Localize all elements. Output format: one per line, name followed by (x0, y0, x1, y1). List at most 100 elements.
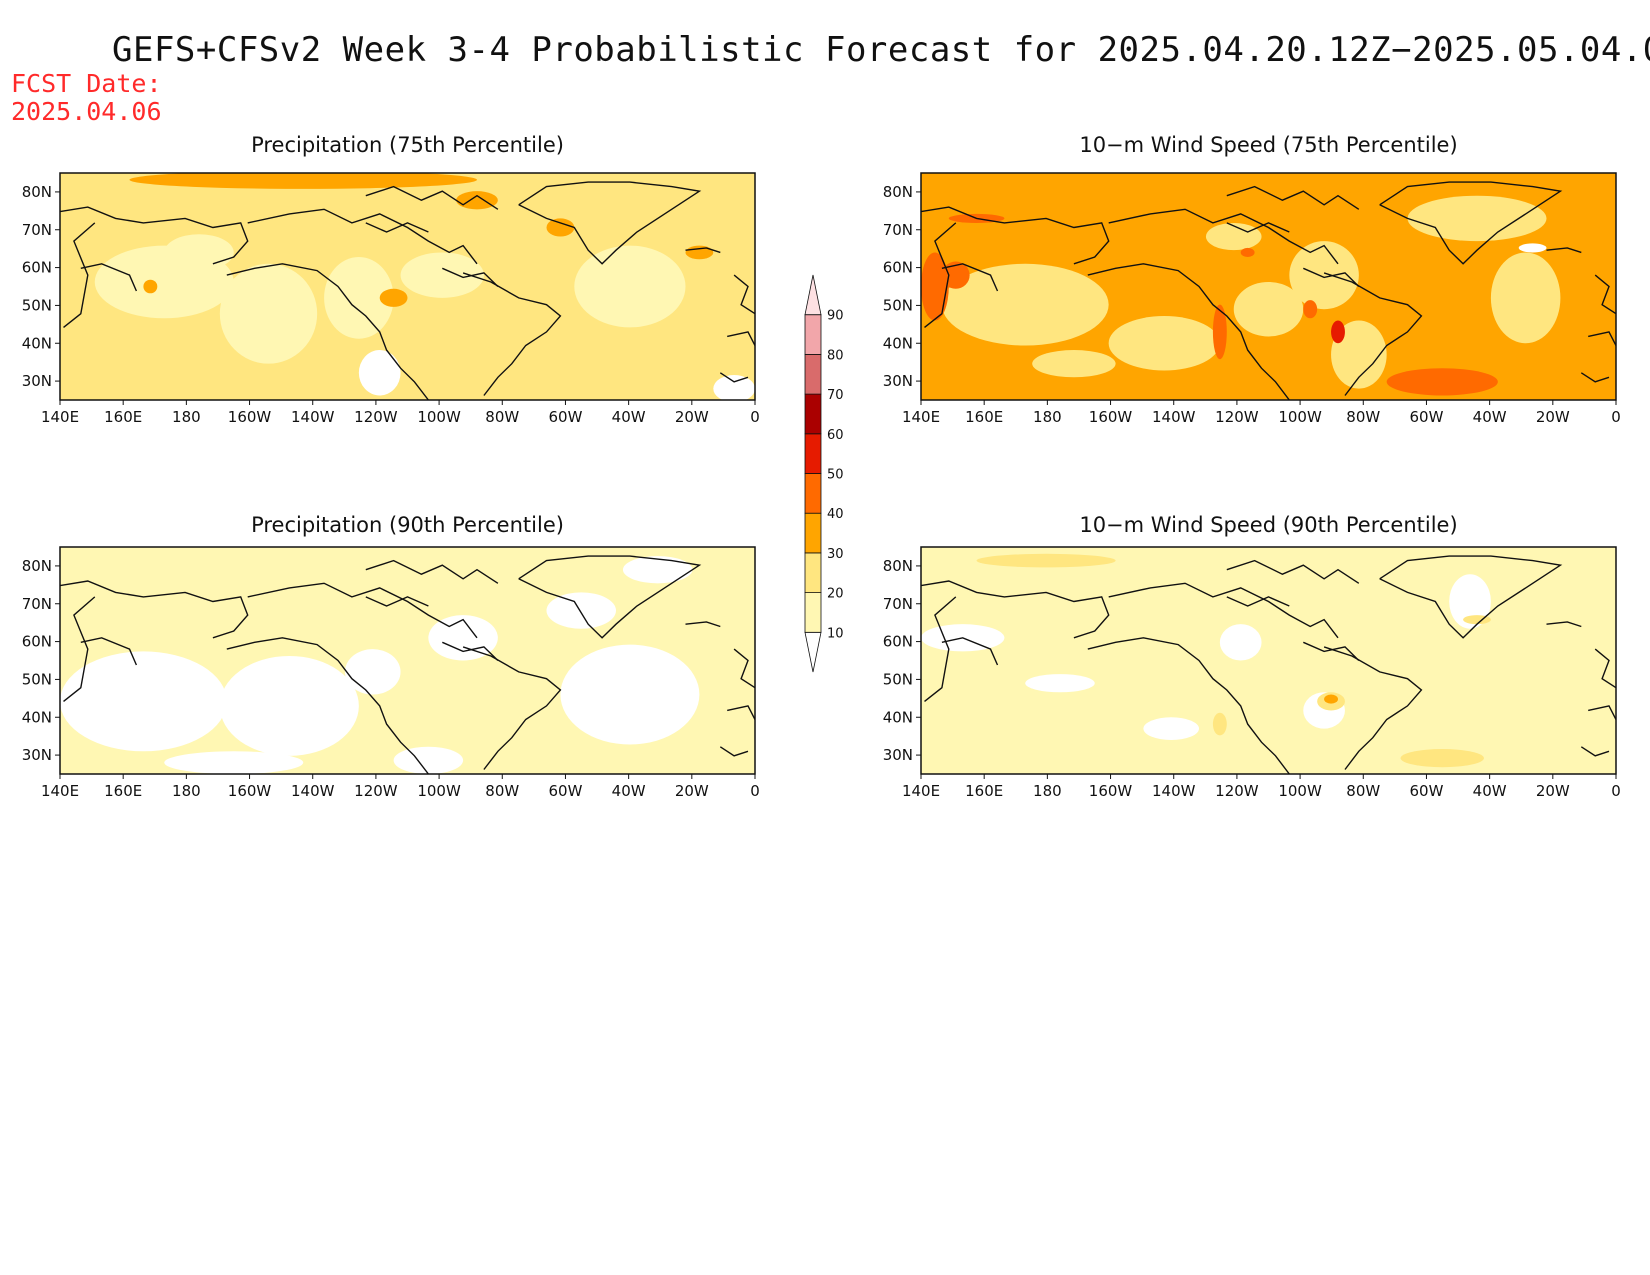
coastline-segment (1594, 274, 1616, 315)
probability-field (921, 547, 1616, 774)
coastline-segment (1087, 263, 1290, 400)
coastline (921, 555, 1616, 774)
colorbar-swatch (804, 592, 822, 633)
contour-shade (1449, 574, 1491, 629)
y-tick-label: 70N (22, 595, 52, 613)
y-tick-label: 40N (883, 708, 913, 726)
coastline-segment (1546, 247, 1582, 254)
colorbar-swatch (804, 393, 822, 435)
x-tick-label: 120W (354, 408, 398, 426)
contour-shade (622, 556, 693, 584)
contour-shade (546, 218, 575, 237)
x-tick-label: 160W (228, 782, 272, 800)
contour-shade (219, 655, 359, 756)
y-tick-label: 50N (883, 670, 913, 688)
coastline-segment (80, 263, 138, 292)
x-tick-label: 0 (1611, 408, 1621, 426)
coastline-segment (518, 181, 702, 265)
y-tick-label: 60N (883, 633, 913, 651)
coastline-segment (1226, 596, 1290, 607)
map-panel: 10−m Wind Speed (75th Percentile) 140E 160… (883, 133, 1621, 426)
panel-title: Precipitation (75th Percentile) (251, 133, 564, 157)
x-tick-label: 140W (1152, 408, 1196, 426)
x-tick-label: 180 (1033, 408, 1062, 426)
x-tick-label: 160E (104, 782, 142, 800)
contour-shade (1143, 717, 1199, 740)
contour-shade (921, 252, 949, 321)
map-frame (920, 172, 1617, 401)
figure-title: GEFS+CFSv2 Week 3-4 Probabilistic Foreca… (112, 30, 1650, 70)
x-tick-label: 20W (1536, 782, 1570, 800)
x-tick-label: 20W (675, 782, 709, 800)
coastline-segment (719, 372, 749, 383)
contour-shade (219, 263, 318, 364)
y-tick-label: 30N (22, 746, 52, 764)
coastline-segment (921, 580, 1110, 639)
contour-shade (1331, 320, 1345, 344)
coastline-segment (226, 263, 429, 400)
colorbar-label: 20 (827, 587, 844, 602)
colorbar-label: 60 (827, 428, 844, 443)
coastline-segment (1108, 208, 1339, 265)
x-tick-label: 80W (485, 782, 519, 800)
y-tick-label: 30N (22, 372, 52, 390)
contour-shade (379, 288, 408, 307)
field-background (921, 547, 1616, 774)
y-tick-label: 70N (22, 221, 52, 239)
colorbar: 10 20 30 40 50 60 70 80 90 (804, 274, 844, 673)
coastline (921, 181, 1616, 400)
contour-shade (400, 252, 484, 298)
x-tick-label: 20W (1536, 408, 1570, 426)
contour-shade (164, 751, 304, 774)
contour-shade (1212, 712, 1227, 736)
contour-shade (941, 263, 1109, 346)
contour-shade (1407, 195, 1547, 242)
map-panels: Precipitation (75th Percentile) 140E 160E 1… (22, 133, 1621, 800)
coastline-segment (1226, 559, 1360, 584)
coastline-segment (518, 555, 702, 639)
y-tick-label: 30N (883, 372, 913, 390)
y-tick-label: 50N (883, 296, 913, 314)
y-tick-label: 40N (22, 334, 52, 352)
x-tick-label: 120W (1215, 408, 1259, 426)
x-tick-label: 40W (612, 782, 646, 800)
x-tick-label: 140E (41, 782, 79, 800)
coastline-segment (365, 222, 429, 233)
x-tick-label: 80W (1346, 782, 1380, 800)
colorbar-label: 10 (827, 626, 844, 641)
x-tick-label: 180 (1033, 782, 1062, 800)
probability-field (60, 173, 755, 400)
coastline-segment (727, 331, 755, 346)
coastline-segment (733, 648, 755, 689)
coastline-segment (1379, 555, 1563, 639)
x-tick-label: 160W (1089, 408, 1133, 426)
coastline-segment (1546, 621, 1582, 628)
y-tick-label: 80N (883, 183, 913, 201)
x-tick-label: 100W (1278, 782, 1322, 800)
colorbar-swatch (804, 433, 822, 474)
contour-shade (574, 245, 686, 328)
x-tick-label: 0 (750, 408, 760, 426)
y-tick-label: 60N (883, 259, 913, 277)
contour-shade (456, 191, 498, 210)
coastline-segment (1588, 705, 1616, 720)
x-tick-label: 140E (902, 408, 940, 426)
contour-shade (1025, 674, 1095, 693)
coastline-segment (226, 637, 429, 774)
contour-shade (393, 746, 464, 774)
coastline-segment (719, 746, 749, 757)
colorbar-label: 30 (827, 547, 844, 562)
x-tick-label: 0 (750, 782, 760, 800)
colorbar-label: 40 (827, 507, 844, 522)
contour-shade (1289, 241, 1359, 310)
coastline-segment (1108, 582, 1339, 639)
y-tick-label: 70N (883, 595, 913, 613)
y-tick-label: 70N (883, 221, 913, 239)
contour-shade (546, 592, 616, 629)
coastline-segment (60, 206, 249, 265)
y-tick-label: 80N (22, 557, 52, 575)
colorbar-label: 90 (827, 309, 844, 324)
contour-shade (164, 234, 234, 271)
coastline-segment (924, 596, 957, 702)
